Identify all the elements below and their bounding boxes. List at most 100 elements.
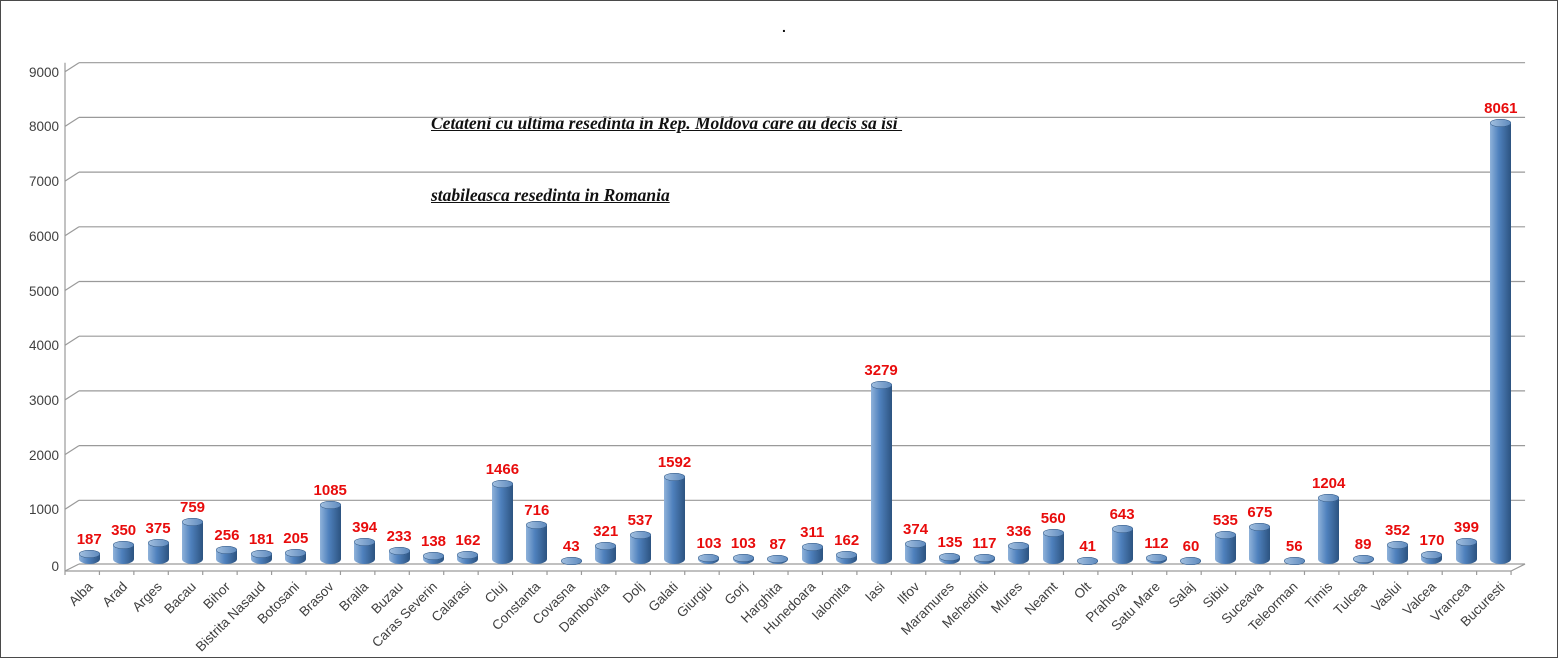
- bar-value-label: 350: [111, 521, 137, 539]
- bar-value-label: 170: [1419, 531, 1445, 549]
- bar-covasna: [560, 557, 582, 565]
- bar-value-label: 1592: [657, 453, 692, 471]
- bar-timis: [1318, 494, 1340, 564]
- bar-dambovita: [595, 542, 617, 564]
- bar-value-label: 675: [1247, 504, 1273, 522]
- bar-dolj: [629, 530, 651, 564]
- bar-value-label: 321: [593, 523, 619, 541]
- y-tick-label: 3000: [28, 392, 59, 408]
- bar-giurgiu: [698, 554, 720, 564]
- bar-value-label: 112: [1144, 534, 1169, 552]
- y-tick-label: 7000: [28, 174, 59, 190]
- bar-ialomita: [836, 551, 858, 564]
- bar-neamt: [1042, 529, 1064, 564]
- bar-sibiu: [1214, 530, 1236, 564]
- bar-constanta: [526, 520, 548, 564]
- bar-value-label: 87: [769, 536, 787, 554]
- bar-teleorman: [1283, 556, 1305, 566]
- bar-bihor: [216, 545, 238, 564]
- page-dot: .: [782, 19, 786, 35]
- y-tick-label: 8000: [28, 119, 59, 135]
- bar-brasov: [319, 500, 341, 564]
- bar-value-label: 1204: [1312, 475, 1346, 493]
- bar-botosani: [285, 548, 307, 564]
- floor-left-edge: [64, 563, 80, 572]
- bar-bistrita-nasaud: [250, 550, 272, 564]
- bar-olt: [1077, 557, 1099, 565]
- bar-buzau: [388, 547, 410, 564]
- bar-tulcea: [1352, 555, 1374, 564]
- bar-braila: [354, 538, 376, 564]
- bar-value-label: 537: [627, 511, 653, 529]
- bar-value-label: 394: [352, 519, 378, 537]
- bar-value-label: 716: [524, 501, 550, 519]
- gridline-connector: [64, 62, 80, 73]
- bar-value-label: 399: [1453, 519, 1479, 537]
- bar-caras-severin: [423, 552, 444, 564]
- bar-value-label: 3279: [864, 361, 898, 379]
- bar-vrancea: [1455, 538, 1477, 564]
- bar-value-label: 336: [1006, 522, 1032, 540]
- bar-value-label: 535: [1212, 511, 1238, 529]
- y-tick-label: 1000: [28, 502, 59, 518]
- bar-ilfov: [905, 539, 927, 564]
- bar-value-label: 187: [76, 530, 102, 548]
- bar-value-label: 56: [1285, 537, 1303, 555]
- bar-harghita: [767, 555, 789, 564]
- bar-value-label: 759: [179, 499, 206, 517]
- gridline-connector: [64, 335, 80, 346]
- bar-value-label: 233: [386, 528, 412, 546]
- bar-value-label: 8061: [1484, 100, 1518, 118]
- bar-bacau: [182, 518, 203, 564]
- y-tick-label: 4000: [28, 338, 59, 354]
- y-tick-label: 0: [51, 559, 59, 574]
- bar-value-label: 311: [800, 523, 825, 541]
- bar-mehedinti: [973, 553, 995, 564]
- bar-value-label: 375: [145, 520, 171, 538]
- bar-value-label: 89: [1354, 536, 1372, 554]
- y-tick-label: 6000: [28, 228, 59, 244]
- bar-gorj: [732, 554, 754, 564]
- bar-maramures: [939, 552, 961, 564]
- bar-iasi: [870, 380, 892, 564]
- bar-value-label: 256: [214, 526, 240, 544]
- chart-title-line2: stabileasca resedinta in Romania: [431, 185, 670, 205]
- gridline-connector: [64, 390, 80, 401]
- bar-value-label: 643: [1109, 505, 1135, 523]
- bar-galati: [664, 472, 686, 564]
- bar-mures: [1008, 541, 1030, 564]
- gridline-connector: [64, 171, 80, 182]
- gridline-connector: [64, 445, 80, 456]
- bar-arad: [113, 540, 135, 564]
- bar-value-label: 560: [1040, 510, 1066, 528]
- bar-value-label: 1466: [485, 460, 520, 478]
- bar-vaslui: [1387, 540, 1409, 564]
- bar-prahova: [1111, 524, 1133, 564]
- bar-value-label: 352: [1385, 521, 1411, 539]
- bar-value-label: 138: [420, 533, 447, 551]
- bar-value-label: 135: [937, 533, 963, 551]
- bar-calarasi: [457, 551, 479, 564]
- gridline-connector: [64, 226, 80, 237]
- bar-salaj: [1180, 556, 1202, 566]
- bar-value-label: 1085: [313, 481, 347, 499]
- bar-value-label: 374: [903, 520, 929, 538]
- gridline-connector: [64, 116, 80, 127]
- bar-bucuresti: [1490, 119, 1512, 564]
- bar-value-label: 41: [1079, 538, 1097, 555]
- bar-value-label: 162: [834, 532, 860, 550]
- bar-value-label: 60: [1182, 537, 1200, 555]
- bar-hunedoara: [801, 542, 823, 564]
- y-tick-label: 5000: [28, 283, 59, 299]
- floor-right-edge: [1510, 563, 1526, 572]
- gridline-connector: [64, 499, 80, 510]
- bar-value-label: 205: [283, 529, 309, 547]
- bar-arges: [147, 539, 169, 564]
- bar-value-label: 117: [972, 534, 997, 552]
- bar-suceava: [1249, 523, 1271, 564]
- bar-value-label: 181: [248, 531, 274, 549]
- y-tick-label: 2000: [28, 447, 59, 463]
- bar-value-label: 162: [455, 532, 481, 550]
